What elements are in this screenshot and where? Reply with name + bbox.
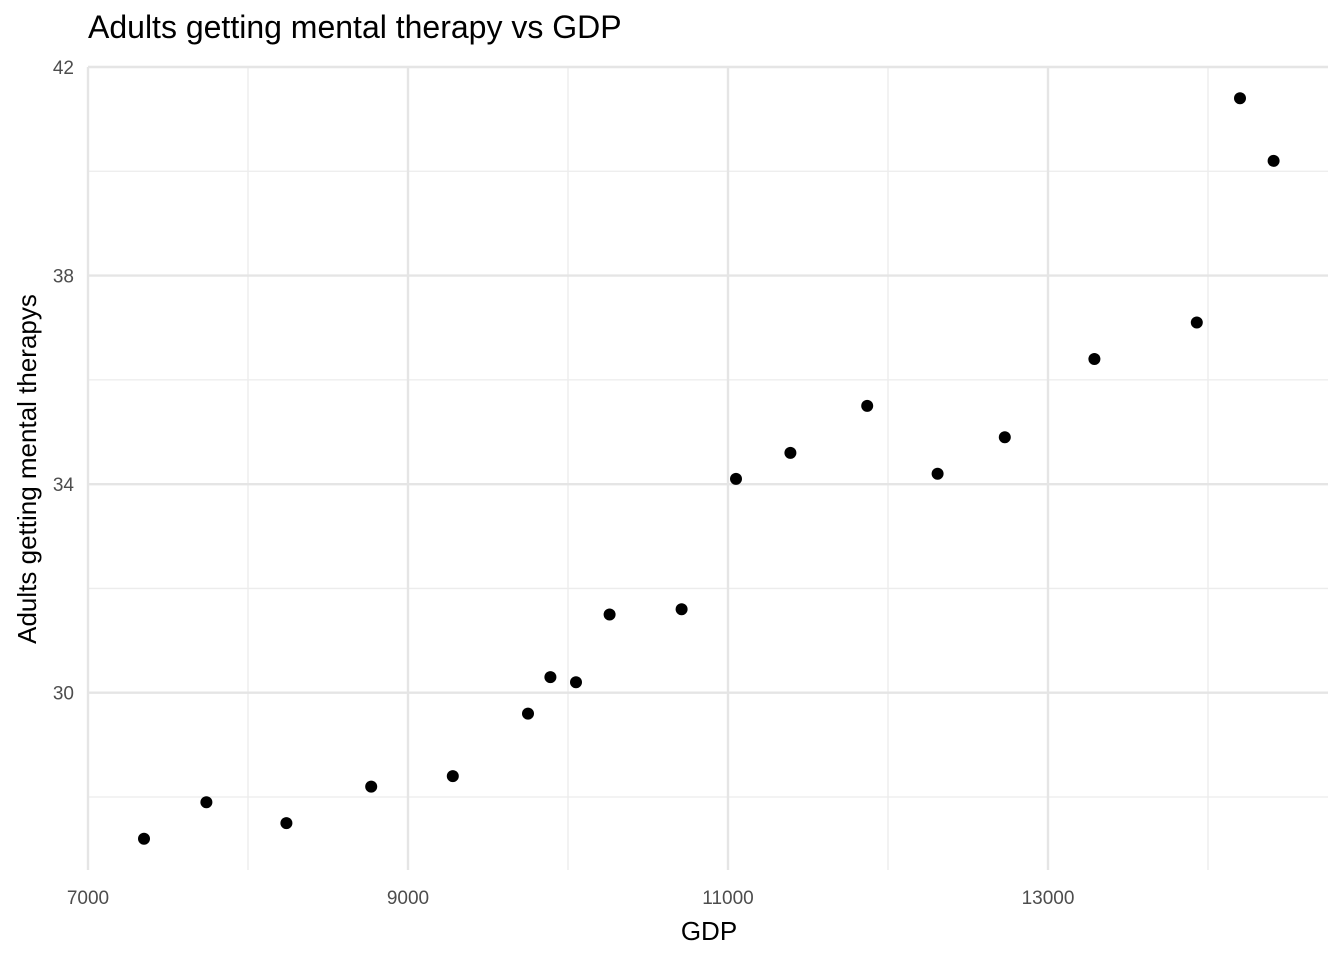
data-point: [138, 832, 150, 845]
y-tick-label: 34: [53, 475, 75, 496]
data-point: [675, 603, 688, 616]
y-axis-title: Adults getting mental therapys: [12, 294, 42, 644]
data-point: [861, 399, 874, 412]
y-tick-label: 30: [53, 684, 74, 705]
data-points: [138, 92, 1280, 845]
x-tick-label: 7000: [67, 888, 109, 909]
data-point: [446, 770, 459, 783]
x-tick-label: 9000: [387, 888, 429, 909]
y-tick-label: 38: [53, 267, 74, 288]
data-point: [1234, 92, 1246, 105]
grid-lines: [86, 65, 1328, 870]
x-tick-labels: 7000 9000 11000 13000: [67, 888, 1075, 909]
data-point: [280, 817, 293, 830]
x-tick-label: 11000: [702, 888, 753, 909]
data-point: [603, 608, 616, 621]
x-tick-label: 13000: [1022, 888, 1075, 909]
data-point: [365, 780, 378, 793]
x-axis-title: GDP: [681, 916, 737, 946]
data-point: [522, 707, 534, 720]
data-point: [1267, 154, 1280, 167]
data-point: [1088, 353, 1101, 365]
data-point: [1190, 316, 1203, 329]
y-tick-label: 42: [53, 58, 74, 79]
data-point: [544, 671, 557, 684]
data-point: [931, 467, 944, 480]
chart-title: Adults getting mental therapy vs GDP: [88, 9, 622, 45]
data-point: [998, 431, 1011, 444]
data-point: [200, 796, 213, 809]
data-point: [570, 676, 582, 689]
data-point: [784, 446, 797, 459]
data-point: [730, 472, 742, 485]
y-tick-labels: 30 34 38 42: [53, 58, 75, 705]
